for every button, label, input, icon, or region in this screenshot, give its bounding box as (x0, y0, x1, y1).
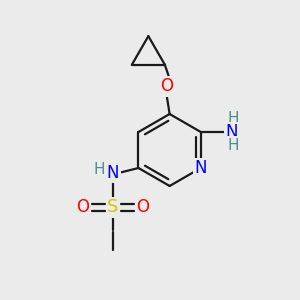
Text: N: N (107, 164, 119, 182)
Text: S: S (107, 198, 118, 216)
Text: O: O (160, 77, 173, 95)
Text: H: H (94, 162, 105, 177)
Text: N: N (194, 159, 207, 177)
Text: O: O (136, 198, 149, 216)
Text: H: H (228, 138, 239, 153)
Text: O: O (76, 198, 89, 216)
Text: H: H (228, 111, 239, 126)
Text: N: N (226, 123, 238, 141)
